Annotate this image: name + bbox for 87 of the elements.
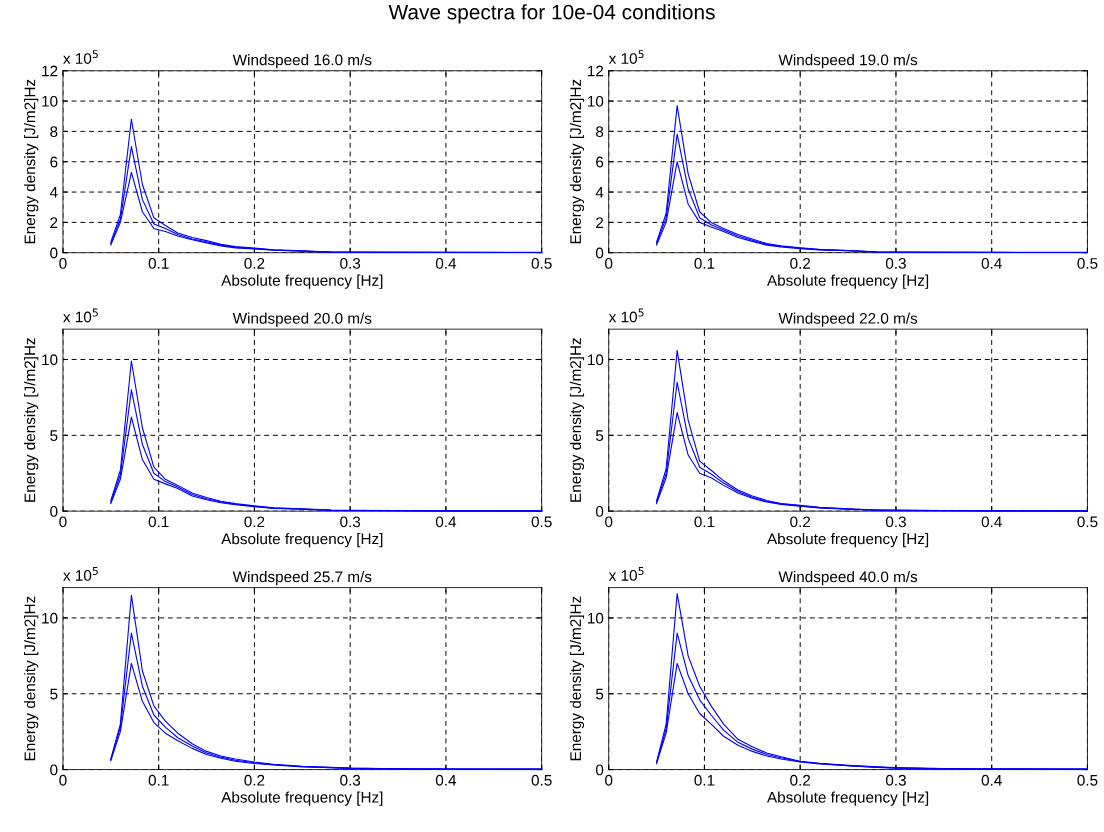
text: Wave spectra for 10e-04 conditions	[388, 4, 715, 24]
x-tick-label: 0.3	[885, 516, 906, 528]
x-tick-label: 0.1	[148, 516, 169, 528]
y-axis-title: Energy density [J/m2]Hz	[569, 79, 585, 244]
y-axis-title: Energy density [J/m2]Hz	[569, 596, 585, 761]
y-tick-label: 2	[50, 217, 58, 228]
y-axis-title: Energy density [J/m2]Hz	[24, 338, 39, 502]
text: x 10$^{5}$	[63, 50, 98, 64]
y-tick-label: 4	[595, 187, 604, 198]
x-tick-label: 0.2	[790, 257, 811, 269]
y-tick-label: 12	[42, 65, 58, 77]
text: x 10$^{5}$	[608, 50, 644, 64]
x-tick-label: 0.4	[435, 257, 457, 269]
x-tick-label: 0.3	[340, 516, 361, 528]
y-tick-label: 10	[42, 95, 58, 107]
y-tick-label: 0	[50, 247, 58, 259]
y-tick-label: 6	[596, 156, 604, 168]
y-tick-label: 10	[588, 95, 604, 107]
y-tick-label: 0	[595, 506, 604, 517]
x-tick-label: 0.5	[531, 257, 552, 269]
x-tick-label: 0.5	[1077, 774, 1098, 786]
x-tick-label: 0.5	[531, 774, 552, 786]
y-tick-label: 2	[596, 217, 604, 228]
x-axis-title: Absolute frequency [Hz]	[767, 274, 929, 289]
text: x 10$^{5}$	[608, 567, 644, 581]
y-tick-label: 12	[588, 65, 604, 77]
x-tick-label: 0.4	[435, 516, 457, 528]
y-tick-label: 0	[595, 247, 604, 259]
chart-title: Windspeed 16.0 m/s	[232, 54, 372, 69]
x-tick-label: 0.4	[435, 774, 457, 786]
x-tick-label: 0.1	[148, 774, 169, 786]
y-tick-label: 8	[50, 126, 58, 138]
x-tick-label: 0	[605, 516, 613, 528]
x-tick-label: 0.1	[148, 257, 169, 269]
y-axis-title: Energy density [J/m2]Hz	[24, 79, 39, 244]
y-tick-label: 0	[595, 764, 604, 776]
y-tick-label: 5	[50, 688, 58, 700]
x-tick-label: 0	[59, 774, 67, 786]
text: x 10$^{5}$	[63, 567, 98, 581]
x-tick-label: 0.2	[244, 257, 265, 269]
x-tick-label: 0.1	[694, 516, 715, 528]
y-axis-title: Energy density [J/m2]Hz	[569, 338, 585, 502]
x-tick-label: 0.1	[694, 257, 715, 269]
text: x 10$^{5}$	[608, 308, 644, 323]
x-tick-label: 0.4	[981, 516, 1002, 528]
x-tick-label: 0	[59, 257, 67, 269]
x-tick-label: 0.3	[885, 774, 906, 786]
x-tick-label: 0.5	[531, 516, 552, 528]
x-tick-label: 0.4	[981, 257, 1002, 269]
chart-title: Windspeed 40.0 m/s	[778, 570, 918, 586]
x-tick-label: 0.2	[244, 774, 265, 786]
x-tick-label: 0.3	[885, 257, 906, 269]
x-tick-label: 0.2	[244, 516, 265, 528]
y-tick-label: 5	[50, 430, 58, 442]
text: x 10$^{5}$	[63, 308, 98, 323]
x-tick-label: 0.1	[694, 774, 715, 786]
x-tick-label: 0.5	[1077, 516, 1098, 528]
x-tick-label: 0.3	[340, 774, 361, 786]
x-axis-title: Absolute frequency [Hz]	[767, 533, 929, 548]
y-tick-label: 10	[42, 612, 58, 624]
x-tick-label: 0.5	[1077, 257, 1098, 269]
y-tick-label: 10	[588, 354, 604, 366]
y-tick-label: 8	[596, 126, 604, 138]
x-axis-title: Absolute frequency [Hz]	[221, 274, 383, 289]
x-axis-title: Absolute frequency [Hz]	[767, 791, 929, 806]
x-tick-label: 0.2	[790, 516, 811, 528]
x-tick-label: 0	[605, 774, 613, 786]
y-tick-label: 4	[49, 187, 58, 198]
chart-title: Windspeed 19.0 m/s	[778, 54, 918, 69]
y-tick-label: 5	[595, 430, 604, 442]
x-axis-title: Absolute frequency [Hz]	[221, 791, 383, 806]
y-tick-label: 10	[588, 612, 604, 624]
y-axis-title: Energy density [J/m2]Hz	[24, 596, 39, 761]
chart-title: Windspeed 25.7 m/s	[232, 570, 372, 586]
x-axis-title: Absolute frequency [Hz]	[221, 533, 383, 548]
x-tick-label: 0	[59, 516, 67, 528]
y-tick-label: 0	[50, 764, 58, 776]
y-tick-label: 5	[595, 688, 604, 700]
chart-title: Windspeed 20.0 m/s	[232, 312, 372, 327]
x-tick-label: 0	[605, 257, 613, 269]
x-tick-label: 0.4	[981, 774, 1002, 786]
y-tick-label: 6	[50, 156, 58, 168]
y-tick-label: 0	[50, 506, 58, 517]
chart-title: Windspeed 22.0 m/s	[778, 312, 918, 327]
x-tick-label: 0.2	[790, 774, 811, 786]
x-tick-label: 0.3	[340, 257, 361, 269]
y-tick-label: 10	[42, 354, 58, 366]
